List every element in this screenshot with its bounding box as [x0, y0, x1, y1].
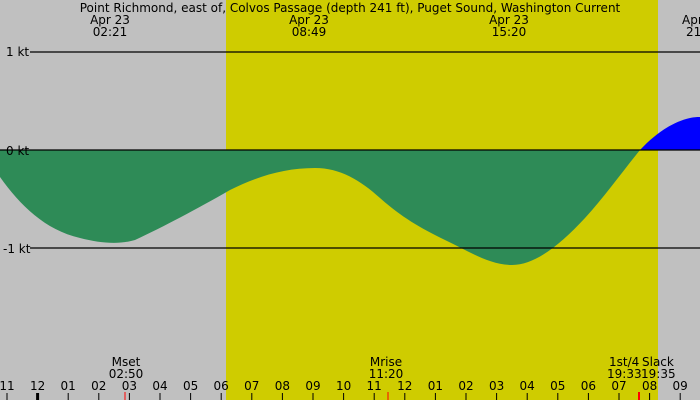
- event-time-1: 02:21: [93, 25, 128, 39]
- x-tick-label: 11: [0, 379, 15, 393]
- y-tick-label-minus1: -1 kt: [3, 242, 31, 256]
- x-tick-label: 09: [673, 379, 688, 393]
- x-tick-label: 07: [611, 379, 626, 393]
- event-date-4: Apr: [682, 13, 700, 27]
- x-tick-label: 02: [458, 379, 473, 393]
- event-date-2: Apr 23: [289, 13, 329, 27]
- event-time-3: 15:20: [492, 25, 527, 39]
- x-tick-label: 02: [91, 379, 106, 393]
- moonrise-label: Mrise: [370, 355, 402, 369]
- x-tick-label: 12: [397, 379, 412, 393]
- x-tick-label: 01: [61, 379, 76, 393]
- moon-phase-time: 19:33: [607, 367, 642, 381]
- x-tick-label: 04: [520, 379, 535, 393]
- chart-title: Point Richmond, east of, Colvos Passage …: [80, 1, 621, 15]
- x-tick-label: 12: [30, 379, 45, 393]
- x-tick-label: 11: [367, 379, 382, 393]
- x-tick-label: 05: [183, 379, 198, 393]
- event-time-4: 21: [686, 25, 700, 39]
- slack-time: 19:35: [641, 367, 676, 381]
- moonset-time: 02:50: [109, 367, 144, 381]
- moonrise-time: 11:20: [369, 367, 404, 381]
- moon-phase-label: 1st/4: [609, 355, 639, 369]
- x-tick-label: 08: [642, 379, 657, 393]
- flood-current-area: [640, 117, 700, 150]
- ebb-current-area: [0, 150, 640, 265]
- x-tick-label: 08: [275, 379, 290, 393]
- slack-label: Slack: [642, 355, 674, 369]
- x-tick-label: 09: [305, 379, 320, 393]
- x-tick-label: 06: [581, 379, 596, 393]
- x-tick-label: 03: [122, 379, 137, 393]
- x-tick-label: 06: [214, 379, 229, 393]
- y-tick-label-1: 1 kt: [6, 45, 29, 59]
- event-time-2: 08:49: [292, 25, 327, 39]
- x-tick-label: 04: [152, 379, 167, 393]
- event-date-1: Apr 23: [90, 13, 130, 27]
- x-tick-label: 07: [244, 379, 259, 393]
- moonset-label: Mset: [112, 355, 141, 369]
- event-date-3: Apr 23: [489, 13, 529, 27]
- x-tick-label: 01: [428, 379, 443, 393]
- x-tick-label: 10: [336, 379, 351, 393]
- y-tick-label-0: 0 kt: [6, 144, 29, 158]
- x-axis: 11 12 01 02 03 04 05 06 07 08 09 10 11 12 01 02 03 04 05 06…: [0, 379, 688, 400]
- x-tick-label: 03: [489, 379, 504, 393]
- x-tick-label: 05: [550, 379, 565, 393]
